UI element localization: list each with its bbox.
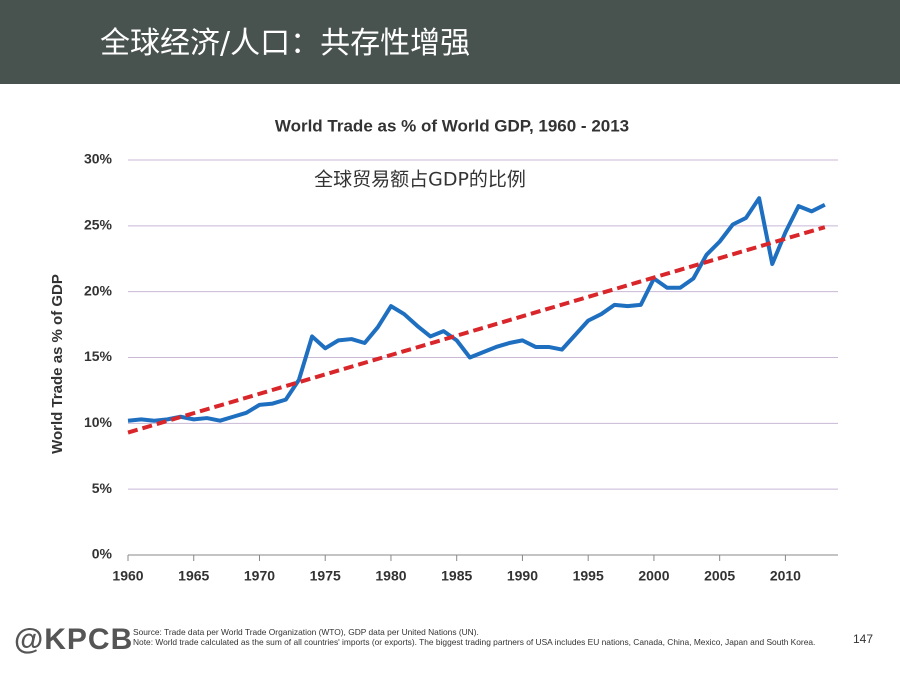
header: 全球经济/人口：共存性增强 (0, 0, 900, 84)
x-tick-label: 1970 (244, 568, 275, 584)
x-tick-label: 1990 (507, 568, 538, 584)
y-tick-label: 20% (84, 282, 113, 298)
slide-title: 全球经济/人口：共存性增强 (100, 26, 471, 61)
source: Source: Trade data per World Trade Organ… (133, 627, 479, 637)
y-tick-label: 0% (92, 546, 113, 562)
x-tick-label: 1985 (441, 568, 472, 584)
x-tick-label: 2010 (770, 568, 801, 584)
x-tick-label: 1960 (112, 568, 143, 584)
trend-line (127, 225, 826, 435)
annotation: 全球贸易额占GDP的比例 (314, 169, 526, 191)
x-tick-label: 1975 (310, 568, 341, 584)
chart: World Trade as % of World GDP, 1960 - 20… (49, 116, 838, 584)
data-line (127, 196, 826, 423)
y-tick-label: 5% (92, 480, 113, 496)
y-tick-label: 10% (84, 414, 113, 430)
footnotes: Source: Trade data per World Trade Organ… (133, 627, 848, 647)
x-tick-label: 1995 (573, 568, 604, 584)
y-tick-label: 30% (84, 151, 113, 167)
page-number: 147 (853, 632, 874, 646)
note: Note: World trade calculated as the sum … (133, 637, 816, 647)
y-tick-label: 15% (84, 348, 113, 364)
x-tick-label: 1980 (375, 568, 406, 584)
logo: @KPCB (14, 623, 134, 656)
x-tick-label: 2000 (638, 568, 669, 584)
x-tick-label: 2005 (704, 568, 735, 584)
chart-title: World Trade as % of World GDP, 1960 - 20… (275, 116, 629, 135)
y-tick-label: 25% (84, 217, 113, 233)
y-axis-label: World Trade as % of GDP (49, 274, 66, 454)
x-tick-label: 1965 (178, 568, 209, 584)
